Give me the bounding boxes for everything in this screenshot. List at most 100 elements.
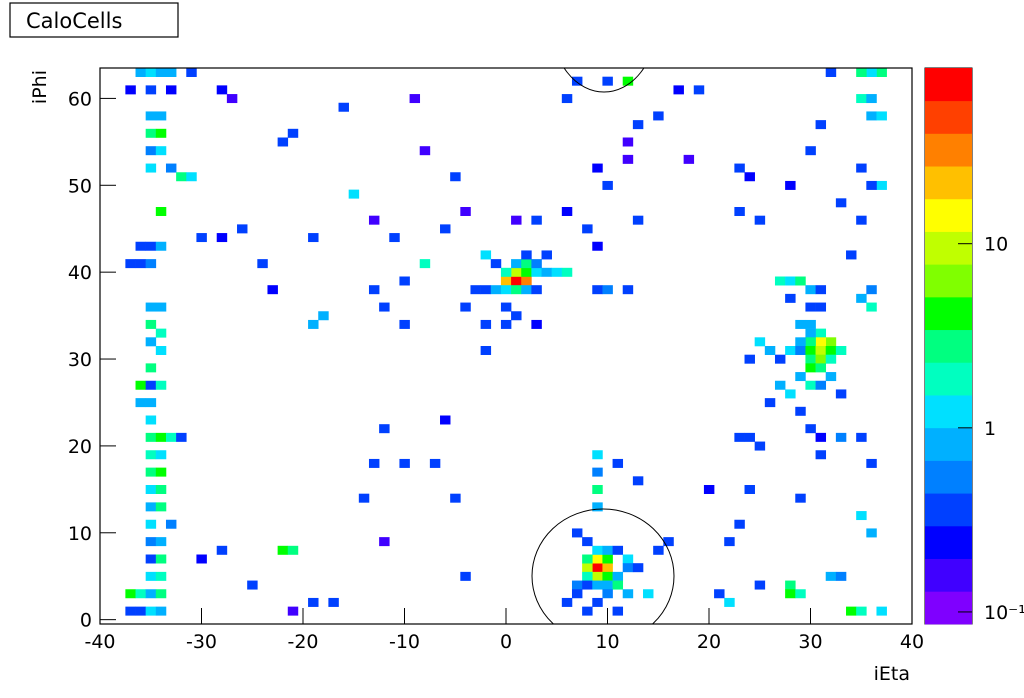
cell [592, 502, 603, 512]
cell [561, 94, 573, 104]
x-tick-label: 40 [900, 631, 924, 653]
x-tick-label: -30 [186, 631, 217, 653]
colorbar-step [925, 133, 972, 167]
cell [592, 467, 603, 477]
cell [511, 267, 522, 277]
cell [165, 163, 177, 173]
cell [399, 458, 410, 468]
cell [155, 606, 167, 616]
colorbar-step [925, 558, 972, 592]
cell [774, 380, 786, 390]
cell [155, 346, 167, 355]
cell [155, 485, 167, 494]
circle-annotation [531, 508, 675, 624]
cell [551, 267, 563, 277]
cell [693, 85, 705, 95]
cell [571, 76, 583, 86]
cell [632, 476, 644, 486]
cell [490, 259, 502, 269]
colorbar-step [925, 427, 972, 461]
y-tick-label: 10 [68, 523, 92, 545]
cell [145, 415, 157, 425]
cell [379, 537, 390, 547]
cell [582, 571, 593, 581]
cell [582, 537, 593, 547]
cell [876, 68, 887, 77]
cell [795, 319, 806, 329]
cell [531, 267, 542, 277]
cell [450, 172, 461, 182]
cell [663, 537, 674, 547]
cell [602, 285, 613, 295]
cell [744, 172, 755, 182]
cell [785, 346, 796, 355]
cell [653, 111, 664, 121]
cell [287, 606, 299, 616]
cell [399, 276, 410, 286]
cell [277, 137, 289, 147]
colorbar-step [925, 460, 972, 494]
cell [308, 233, 319, 243]
cell [825, 354, 837, 364]
cell [155, 146, 167, 156]
cell [145, 163, 157, 173]
cell [135, 241, 146, 251]
y-axis-label: iPhi [29, 70, 51, 104]
cell [602, 545, 613, 555]
cell [277, 545, 289, 555]
cell [145, 537, 157, 547]
cell [592, 163, 603, 173]
cell [541, 250, 552, 260]
cell [785, 580, 796, 590]
cell [582, 554, 593, 564]
cell [419, 146, 431, 156]
cell [226, 94, 238, 104]
cell [795, 493, 806, 503]
cell [795, 346, 806, 355]
cell [308, 597, 319, 607]
cell [805, 146, 816, 156]
cell [348, 189, 360, 199]
cell [135, 606, 146, 616]
cell [592, 554, 603, 564]
cell [145, 337, 157, 347]
cell [856, 606, 867, 616]
y-tick-label: 60 [68, 88, 92, 110]
cell [815, 302, 827, 312]
cell [155, 380, 167, 390]
cell [785, 276, 796, 286]
colorbar-step [925, 264, 972, 298]
cell [531, 319, 542, 329]
cell [460, 302, 471, 312]
cell [602, 563, 613, 573]
cell [815, 346, 827, 355]
x-tick-label: 10 [595, 631, 619, 653]
cell [216, 85, 228, 95]
x-tick-label: 20 [697, 631, 721, 653]
cell [165, 519, 177, 529]
cell [145, 128, 157, 138]
cell [592, 563, 603, 573]
cell [805, 380, 816, 390]
cell [856, 94, 867, 104]
chart-title: CaloCells [26, 9, 122, 33]
cell [500, 302, 512, 312]
cell [145, 589, 157, 599]
cell [500, 276, 512, 286]
cell [155, 128, 167, 138]
cell [216, 233, 228, 243]
colorbar-step [925, 100, 972, 134]
cell [145, 259, 157, 269]
cell [785, 589, 796, 599]
cell [622, 554, 634, 564]
cell [287, 128, 299, 138]
cell [612, 571, 624, 581]
y-tick-label: 50 [68, 175, 92, 197]
circle-annotation [563, 68, 645, 93]
cell [825, 372, 837, 382]
cell [876, 180, 887, 190]
cell [774, 276, 786, 286]
cell [521, 250, 532, 260]
x-axis-label: iEta [874, 663, 910, 685]
